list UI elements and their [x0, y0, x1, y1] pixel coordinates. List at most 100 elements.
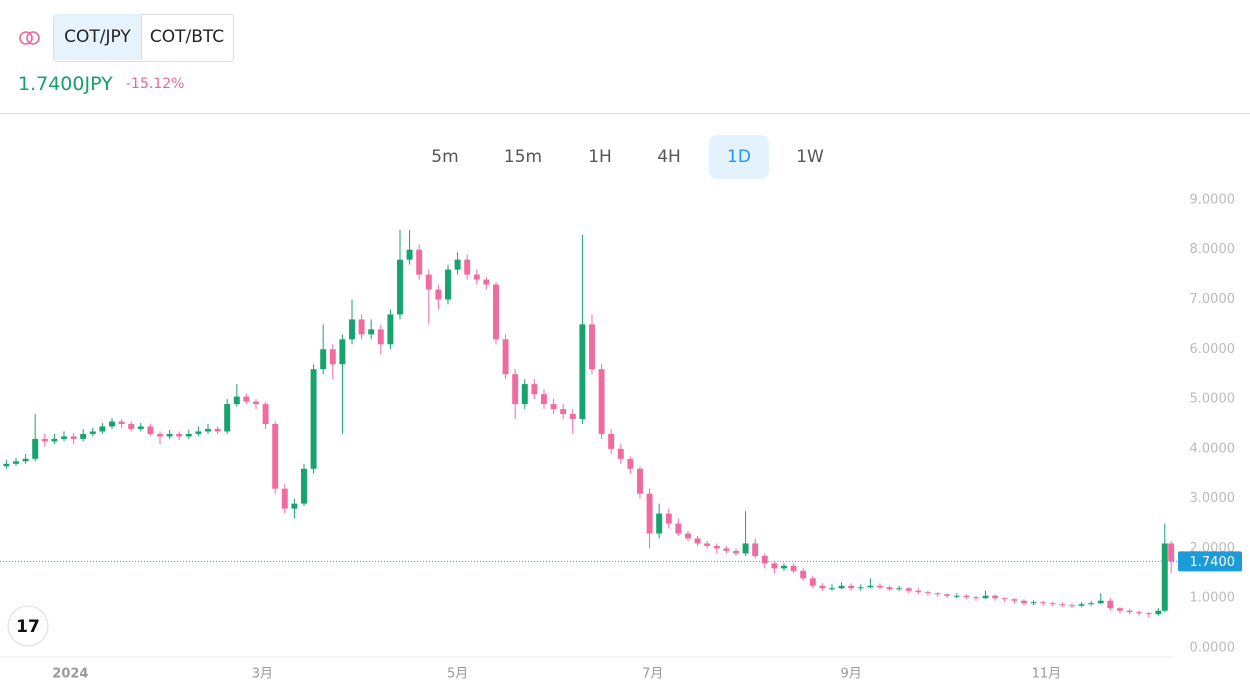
candle-body — [1116, 608, 1123, 611]
candle-body — [51, 438, 58, 442]
candle-body — [790, 565, 797, 571]
candle-body — [281, 488, 288, 509]
interval-button[interactable]: 4H — [657, 147, 681, 167]
candle-body — [1088, 603, 1095, 605]
candle-body — [272, 423, 279, 489]
candle-body — [301, 468, 307, 504]
candle-body — [483, 279, 490, 285]
interval-button[interactable]: 1D — [709, 135, 769, 179]
candle-body — [109, 421, 115, 427]
candle-body — [397, 259, 403, 315]
candle-body — [1068, 605, 1075, 607]
candle-body — [233, 396, 240, 405]
tv-logo: 17 — [7, 605, 49, 647]
candle-body — [589, 324, 595, 370]
candle-body — [214, 428, 221, 432]
candle-body — [493, 284, 499, 340]
pair-tab[interactable]: COT/BTC — [149, 27, 225, 47]
interval-button[interactable]: 1W — [796, 147, 824, 167]
candle-body — [550, 404, 557, 410]
y-tick-label: 8.0000 — [1190, 242, 1236, 257]
candle-body — [685, 533, 691, 539]
candle-body — [896, 588, 903, 590]
interval-button[interactable]: 15m — [503, 147, 543, 167]
candle-body — [435, 289, 442, 300]
candle-body — [1078, 604, 1085, 606]
candle-body — [166, 433, 173, 437]
candle-body — [1136, 612, 1143, 614]
y-tick-label: 0.0000 — [1190, 641, 1236, 656]
candle-body — [934, 593, 941, 595]
candle-body — [1168, 543, 1175, 562]
candle-body — [857, 587, 864, 589]
candle-body — [128, 423, 135, 429]
candle-body — [848, 585, 855, 589]
candle-body — [1126, 610, 1133, 613]
candle-body — [310, 369, 317, 469]
x-tick-label: 11月 — [1032, 667, 1062, 682]
interval-button[interactable]: 1H — [588, 147, 612, 167]
candle-body — [224, 404, 231, 432]
candle-body — [608, 433, 615, 449]
candle-body — [761, 555, 768, 564]
candle-body — [320, 349, 327, 370]
candle-body — [886, 587, 893, 590]
candle-body — [80, 433, 87, 439]
candle-body — [646, 493, 653, 534]
candle-body — [780, 565, 787, 569]
x-tick-label: 9月 — [841, 667, 862, 682]
candle-body — [22, 458, 29, 462]
candle-body — [368, 329, 375, 335]
candle-body — [732, 550, 739, 554]
change: -15.12% — [126, 76, 185, 92]
divider — [0, 113, 1250, 114]
candle-body — [1040, 602, 1047, 604]
candle-body — [512, 374, 519, 405]
candle-body — [992, 595, 999, 599]
x-tick-label: 3月 — [252, 667, 273, 682]
candle-body — [1049, 603, 1056, 605]
candle-body — [627, 458, 634, 469]
candle-body — [157, 433, 163, 437]
candle-body — [99, 426, 106, 432]
candle-body — [944, 594, 951, 596]
interval-button[interactable]: 5m — [431, 147, 459, 167]
pair-tab[interactable]: COT/JPY — [54, 14, 142, 60]
price: 1.7400JPY — [18, 73, 113, 95]
x-tick-label: 7月 — [642, 667, 663, 682]
candle-body — [387, 314, 394, 345]
candle-body — [675, 523, 682, 534]
candle-body — [464, 259, 471, 275]
y-tick-label: 9.0000 — [1190, 192, 1236, 207]
candle-body — [406, 249, 413, 260]
candle-body — [1059, 604, 1066, 606]
candle-body — [339, 339, 346, 365]
candle-body — [742, 543, 749, 554]
candle-body — [1155, 610, 1162, 615]
candle-body — [963, 595, 970, 598]
pair-tabs — [53, 14, 234, 62]
candle-body — [502, 339, 509, 375]
candle-body — [1030, 602, 1037, 604]
candle-body — [291, 503, 298, 509]
candle-body — [70, 436, 77, 439]
candle-body — [924, 592, 931, 594]
candle-body — [329, 349, 336, 365]
price-label-box — [1178, 551, 1242, 572]
candle-body — [809, 578, 816, 586]
candle-body — [13, 461, 19, 464]
candle-body — [713, 545, 720, 549]
candle-body — [972, 597, 979, 599]
candle-body — [541, 394, 547, 405]
candle-body — [771, 563, 778, 569]
candle-body — [358, 319, 365, 335]
candle-body — [425, 274, 432, 290]
candle-body — [454, 259, 461, 270]
candle-body — [1011, 599, 1018, 601]
candle-body — [32, 438, 39, 459]
candle-body — [445, 269, 451, 300]
candle-body — [185, 433, 192, 437]
candle-body — [982, 595, 989, 599]
candle-body — [867, 585, 874, 588]
